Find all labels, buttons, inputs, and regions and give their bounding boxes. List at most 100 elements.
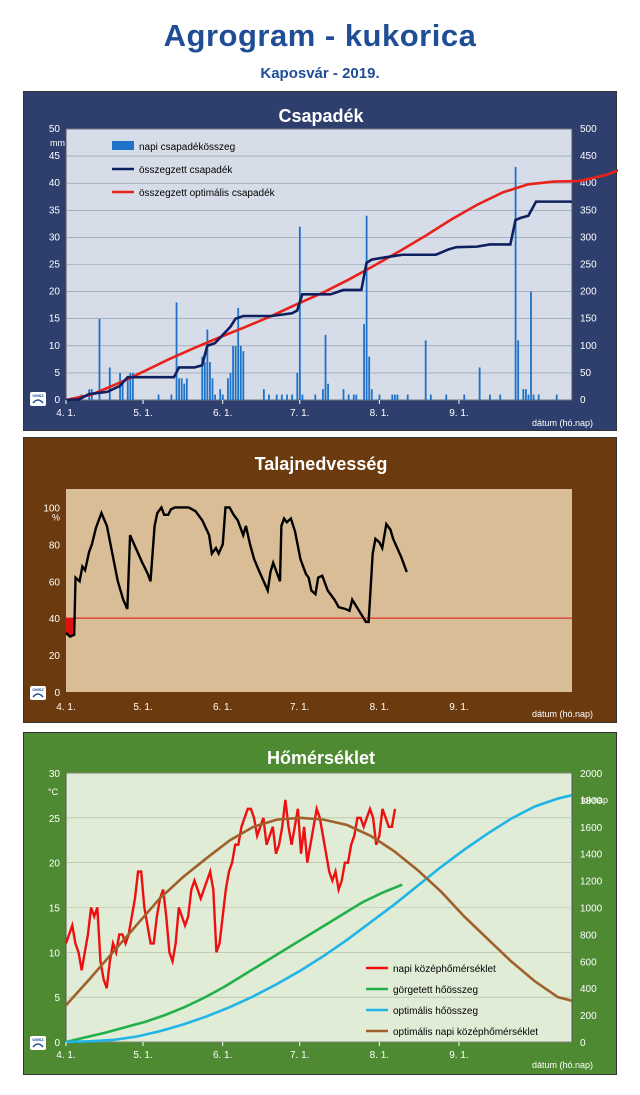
precip-bar	[98, 318, 101, 400]
y-tick-label-right: 800	[580, 930, 597, 941]
x-tick-label: 7. 1.	[290, 1050, 309, 1061]
y-axis-label-right: foknap	[581, 795, 608, 805]
precip-bar	[175, 302, 178, 400]
logo-swoosh	[32, 693, 44, 698]
y-tick-label-left: 25	[49, 260, 61, 271]
precip-bar	[378, 394, 381, 400]
precip-bar	[219, 389, 222, 400]
y-tick-label-right: 600	[580, 957, 597, 968]
temperature-chart-panel: Hőmérséklet 0 5 10 15 20 25 30 0 200 400 600 800 1000…	[23, 732, 617, 1075]
precip-bar	[232, 345, 234, 400]
y-tick-label-right: 1400	[580, 850, 603, 861]
precip-bar	[291, 394, 294, 400]
x-tick-label: 4. 1.	[56, 1050, 75, 1061]
precip-bar	[301, 394, 304, 400]
precip-bar	[368, 356, 371, 400]
precip-bar	[463, 394, 466, 400]
x-tick-label: 4. 1.	[56, 408, 75, 419]
logo-text: OMSZ	[32, 393, 44, 398]
panel-title: Csapadék	[278, 106, 364, 126]
y-tick-label-right: 0	[580, 1038, 586, 1049]
precip-bar	[524, 389, 527, 400]
precip-bar	[221, 394, 224, 400]
y-tick-label-right: 350	[580, 205, 597, 216]
y-tick-label-right: 450	[580, 151, 597, 162]
panel-title: Hőmérséklet	[267, 748, 375, 768]
precipitation-chart: Csapadék05101520253035404550050100150200…	[30, 106, 618, 428]
x-tick-label: 6. 1.	[213, 408, 232, 419]
y-tick-label-right: 1200	[580, 877, 603, 888]
precip-bar	[211, 378, 214, 400]
y-tick-label-left: 30	[49, 769, 61, 780]
x-tick-label: 5. 1.	[133, 702, 152, 713]
precip-bar	[239, 345, 242, 400]
precip-bar	[121, 383, 124, 400]
y-axis-label-left: °C	[48, 787, 59, 797]
y-tick-label-left: 20	[49, 859, 61, 870]
precip-bar	[203, 362, 206, 400]
precip-bar	[126, 378, 129, 400]
precip-bar	[183, 383, 186, 400]
optimal-cumulative-line	[65, 169, 618, 402]
y-tick-label-left: 15	[49, 314, 61, 325]
precip-bar	[555, 394, 558, 400]
y-tick-label-left: 10	[49, 341, 61, 352]
x-tick-label: 6. 1.	[213, 1050, 232, 1061]
precip-bar	[532, 394, 535, 400]
precip-bar	[185, 378, 188, 400]
precip-bar	[322, 389, 324, 400]
legend-label: napi csapadékösszeg	[139, 142, 235, 153]
precip-bar	[370, 389, 373, 400]
optimal-daily-line	[65, 816, 573, 1007]
precip-bar	[355, 394, 358, 400]
y-tick-label-left: 35	[49, 205, 61, 216]
y-tick-label-left: 5	[54, 368, 60, 379]
x-tick-label: 7. 1.	[290, 702, 309, 713]
precip-bar	[209, 362, 211, 400]
y-tick-label-left: 50	[49, 124, 61, 135]
y-axis-label: mm	[50, 138, 65, 148]
precip-bar	[327, 383, 329, 400]
precip-bar	[129, 372, 132, 400]
soil-moisture-chart-panel: Talajnedvesség 0 20 40 60 80 100% 4. 1. 5. 1. 6. …	[23, 437, 617, 723]
x-tick-label: 9. 1.	[449, 702, 468, 713]
y-tick-label-right: 50	[580, 368, 592, 379]
precip-bar	[393, 394, 396, 400]
x-axis-label: dátum (hó.nap)	[532, 709, 593, 719]
y-tick-label-left: 15	[49, 904, 61, 915]
y-tick-label-left: 20	[49, 287, 61, 298]
precip-bar	[517, 340, 520, 400]
y-tick-label-left: 40	[49, 178, 61, 189]
x-tick-label: 5. 1.	[133, 408, 152, 419]
precip-bar	[489, 394, 491, 400]
temperature-chart: Hőmérséklet 0 5 10 15 20 25 30 0 200 400 600 800 1000…	[30, 748, 608, 1070]
precip-bar	[365, 215, 368, 400]
optimal-heat-line	[65, 793, 573, 1044]
y-axis-label: %	[52, 512, 60, 522]
y-tick-label-right: 1600	[580, 823, 603, 834]
legend-label: optimális hőösszeg	[393, 1006, 478, 1017]
y-tick-label-left: 0	[54, 395, 60, 406]
precip-bar	[396, 394, 399, 400]
logo-text: OMSZ	[32, 1037, 44, 1042]
y-tick-label-right: 500	[580, 124, 597, 135]
y-tick-label-right: 2000	[580, 769, 603, 780]
x-tick-label: 8. 1.	[370, 702, 389, 713]
precip-bar	[157, 394, 160, 400]
precip-bar	[227, 378, 229, 400]
precip-bar	[363, 324, 365, 400]
precip-bar	[178, 378, 181, 400]
precip-bar	[262, 389, 265, 400]
soil-moisture-chart: Talajnedvesség 0 20 40 60 80 100% 4. 1. 5. 1. 6. …	[30, 454, 593, 719]
legend-label: görgetett hőösszeg	[393, 985, 478, 996]
panel-title: Talajnedvesség	[255, 454, 388, 474]
legend-swatch	[112, 141, 134, 150]
precip-bar	[201, 356, 204, 400]
page-subtitle: Kaposvár - 2019.	[260, 65, 380, 82]
x-axis-label: dátum (hó.nap)	[532, 1060, 593, 1070]
logo-swoosh	[32, 1043, 44, 1048]
y-tick-label-left: 30	[49, 232, 61, 243]
y-tick-label: 100	[43, 503, 60, 514]
cumulative-line	[65, 200, 572, 402]
y-tick-label-right: 200	[580, 287, 597, 298]
